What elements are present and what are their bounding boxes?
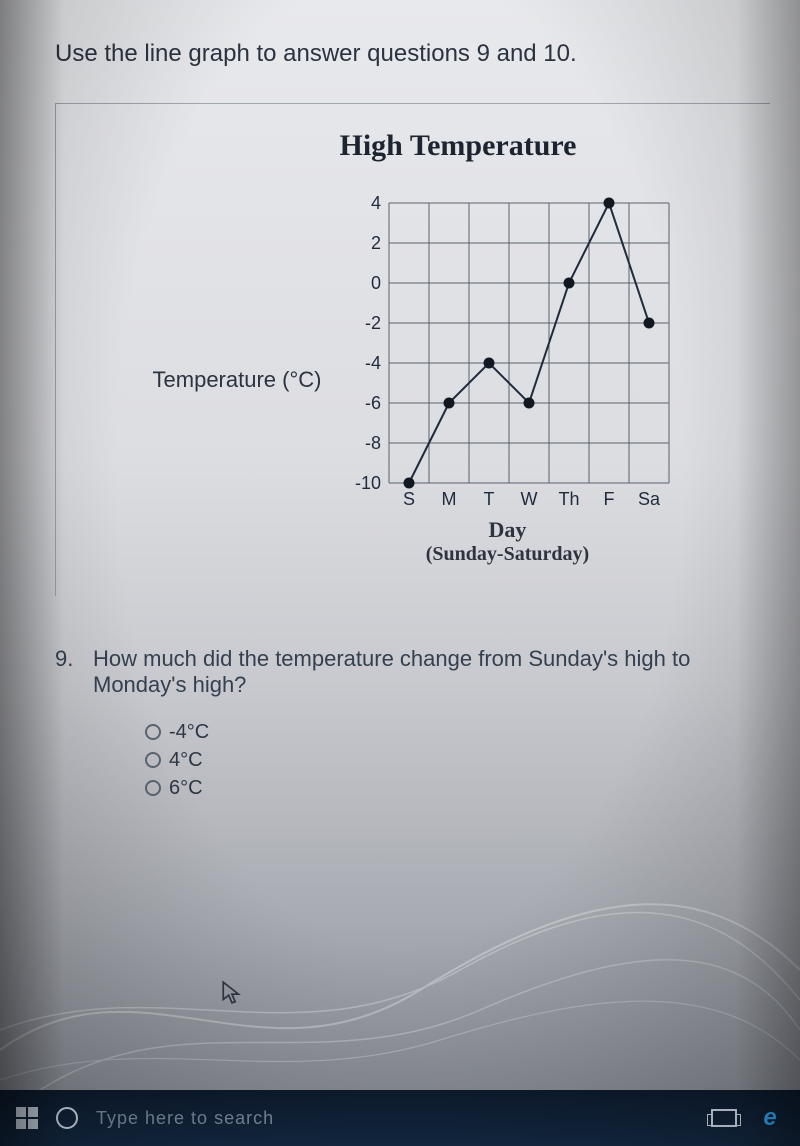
svg-text:2: 2 [371,233,381,253]
svg-text:W: W [521,489,538,509]
svg-text:-8: -8 [365,433,381,453]
answer-option[interactable]: 6°C [145,774,770,802]
question-text: How much did the temperature change from… [93,646,770,698]
svg-text:-4: -4 [365,353,381,373]
svg-text:-2: -2 [365,313,381,333]
option-label: -4°C [169,718,209,746]
svg-text:-6: -6 [365,393,381,413]
chart-row: Temperature (°C) 4 2 0 -2 -4 -6 -8 -10 S M T W Th F Sa… [56,193,770,566]
radio-icon[interactable] [145,780,161,796]
svg-text:Sa: Sa [638,489,661,509]
answer-option[interactable]: -4°C [145,718,770,746]
svg-text:Th: Th [559,489,580,509]
answer-option[interactable]: 4°C [145,746,770,774]
svg-text:-10: -10 [355,473,381,493]
y-axis-label: Temperature (°C) [153,367,322,393]
edge-browser-icon[interactable]: e [756,1104,784,1132]
taskbar-search-placeholder[interactable]: Type here to search [96,1108,274,1129]
mouse-cursor-icon [220,980,246,1006]
svg-text:F: F [604,489,615,509]
instruction-text: Use the line graph to answer questions 9… [55,40,770,68]
x-axis-sublabel: (Sunday-Saturday) [426,543,589,566]
background-swirl [0,830,800,1090]
x-axis-label: Day [489,517,527,543]
page-content: Use the line graph to answer questions 9… [25,0,790,802]
radio-icon[interactable] [145,724,161,740]
option-label: 6°C [169,774,203,802]
question-number: 9. [55,646,83,698]
svg-text:T: T [484,489,495,509]
task-view-button[interactable] [710,1104,738,1132]
windows-taskbar[interactable]: Type here to search e [0,1090,800,1146]
start-button[interactable] [16,1107,38,1129]
radio-icon[interactable] [145,752,161,768]
option-label: 4°C [169,746,203,774]
svg-text:M: M [442,489,457,509]
answer-options: -4°C4°C6°C [145,718,770,802]
chart-container: High Temperature Temperature (°C) 4 2 0 -2 -… [55,103,770,596]
svg-text:S: S [403,489,415,509]
line-chart: 4 2 0 -2 -4 -6 -8 -10 S M T W Th F Sa [341,193,673,513]
cortana-icon[interactable] [56,1107,78,1129]
svg-text:0: 0 [371,273,381,293]
svg-text:4: 4 [371,193,381,213]
question-9: 9. How much did the temperature change f… [55,646,770,802]
chart-column: 4 2 0 -2 -4 -6 -8 -10 S M T W Th F Sa Day (Sunday-Satu… [341,193,673,566]
chart-title: High Temperature [56,129,770,163]
